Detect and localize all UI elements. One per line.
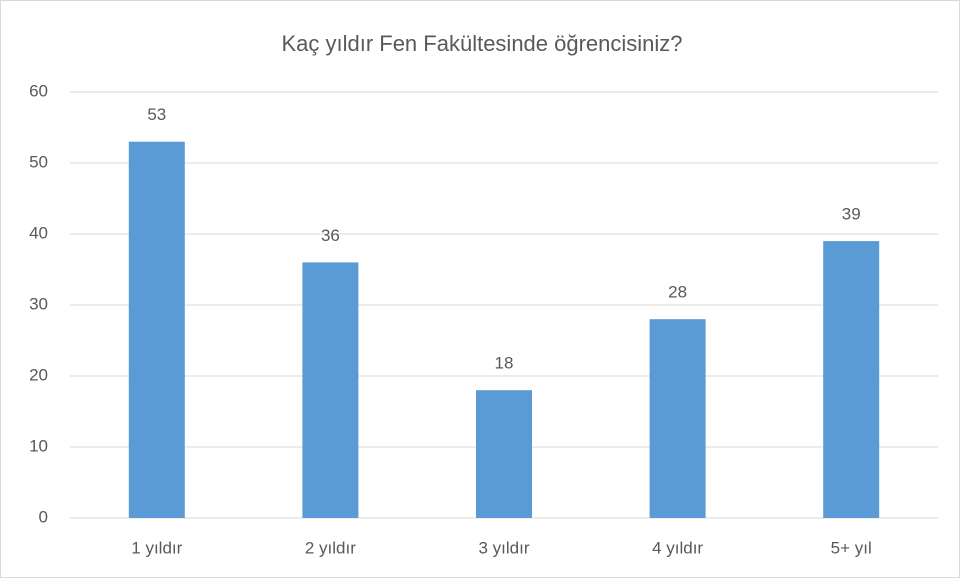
y-tick-label: 10 xyxy=(29,436,48,455)
y-tick-label: 40 xyxy=(29,223,48,242)
bar xyxy=(128,141,185,518)
y-tick-label: 60 xyxy=(29,81,48,100)
x-tick-label: 1 yıldır xyxy=(131,538,182,557)
y-tick-label: 20 xyxy=(29,365,48,384)
bar xyxy=(302,262,359,518)
y-tick-label: 50 xyxy=(29,152,48,171)
x-tick-label: 2 yıldır xyxy=(305,538,356,557)
y-tick-label: 0 xyxy=(39,507,48,526)
x-tick-label: 3 yıldır xyxy=(478,538,529,557)
y-tick-label: 30 xyxy=(29,294,48,313)
data-label: 18 xyxy=(495,354,514,373)
bar xyxy=(476,390,532,518)
data-label: 53 xyxy=(147,105,166,124)
data-label: 36 xyxy=(321,226,340,245)
data-label: 28 xyxy=(668,283,687,302)
chart-title: Kaç yıldır Fen Fakültesinde öğrencisiniz… xyxy=(281,31,682,56)
x-tick-label: 5+ yıl xyxy=(831,538,872,557)
x-tick-label: 4 yıldır xyxy=(652,538,703,557)
data-label: 39 xyxy=(842,205,861,224)
bar xyxy=(823,241,880,518)
bar xyxy=(649,319,706,518)
